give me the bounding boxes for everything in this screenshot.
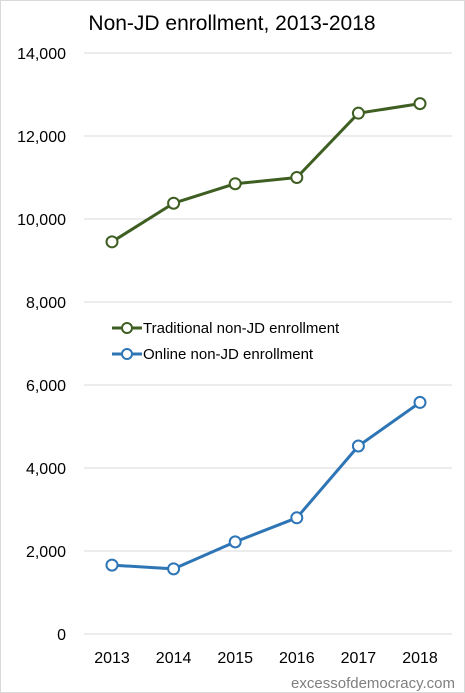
legend-item: Online non-JD enrollment <box>112 346 314 363</box>
legend-swatch-marker <box>121 322 133 334</box>
data-point <box>290 171 304 184</box>
y-tick-label: 2,000 <box>26 544 66 561</box>
data-point <box>228 177 242 191</box>
data-point <box>228 535 242 549</box>
x-tick-label: 2017 <box>341 650 377 667</box>
chart-title: Non-JD enrollment, 2013-2018 <box>88 12 375 35</box>
y-tick-label: 8,000 <box>26 295 66 312</box>
legend-label: Traditional non-JD enrollment <box>143 320 340 337</box>
data-point <box>290 511 304 525</box>
data-point <box>413 395 427 409</box>
legend-label: Online non-JD enrollment <box>143 346 314 363</box>
series-online <box>105 395 427 576</box>
y-tick-label: 0 <box>57 627 66 644</box>
data-point <box>167 196 181 210</box>
data-point <box>167 562 181 576</box>
y-tick-label: 12,000 <box>17 129 66 146</box>
y-tick-label: 10,000 <box>17 212 66 229</box>
data-point <box>105 558 119 572</box>
data-point <box>351 106 365 120</box>
y-axis-tick-labels: 0 2,000 4,000 6,000 8,000 10,000 12,000 14,000 <box>17 46 66 644</box>
series-lines <box>105 97 427 576</box>
series-line <box>111 401 421 571</box>
x-tick-label: 2015 <box>217 650 253 667</box>
x-tick-label: 2018 <box>402 650 438 667</box>
legend-item: Traditional non-JD enrollment <box>112 320 340 337</box>
data-point <box>413 97 427 111</box>
credit-text: excessofdemocracy.com <box>291 675 455 692</box>
series-line <box>111 102 421 244</box>
series-traditional <box>105 97 427 249</box>
data-point <box>105 235 119 249</box>
gridlines <box>84 52 452 635</box>
data-point <box>351 439 365 453</box>
x-axis-tick-labels: 2013 2014 2015 2016 2017 2018 <box>94 650 438 667</box>
x-tick-label: 2016 <box>279 650 315 667</box>
y-tick-label: 6,000 <box>26 378 66 395</box>
x-tick-label: 2014 <box>156 650 192 667</box>
y-tick-label: 14,000 <box>17 46 66 63</box>
legend-swatch-marker <box>121 348 133 360</box>
x-tick-label: 2013 <box>94 650 130 667</box>
legend: Traditional non-JD enrollment Online non-… <box>112 320 340 363</box>
y-tick-label: 4,000 <box>26 461 66 478</box>
